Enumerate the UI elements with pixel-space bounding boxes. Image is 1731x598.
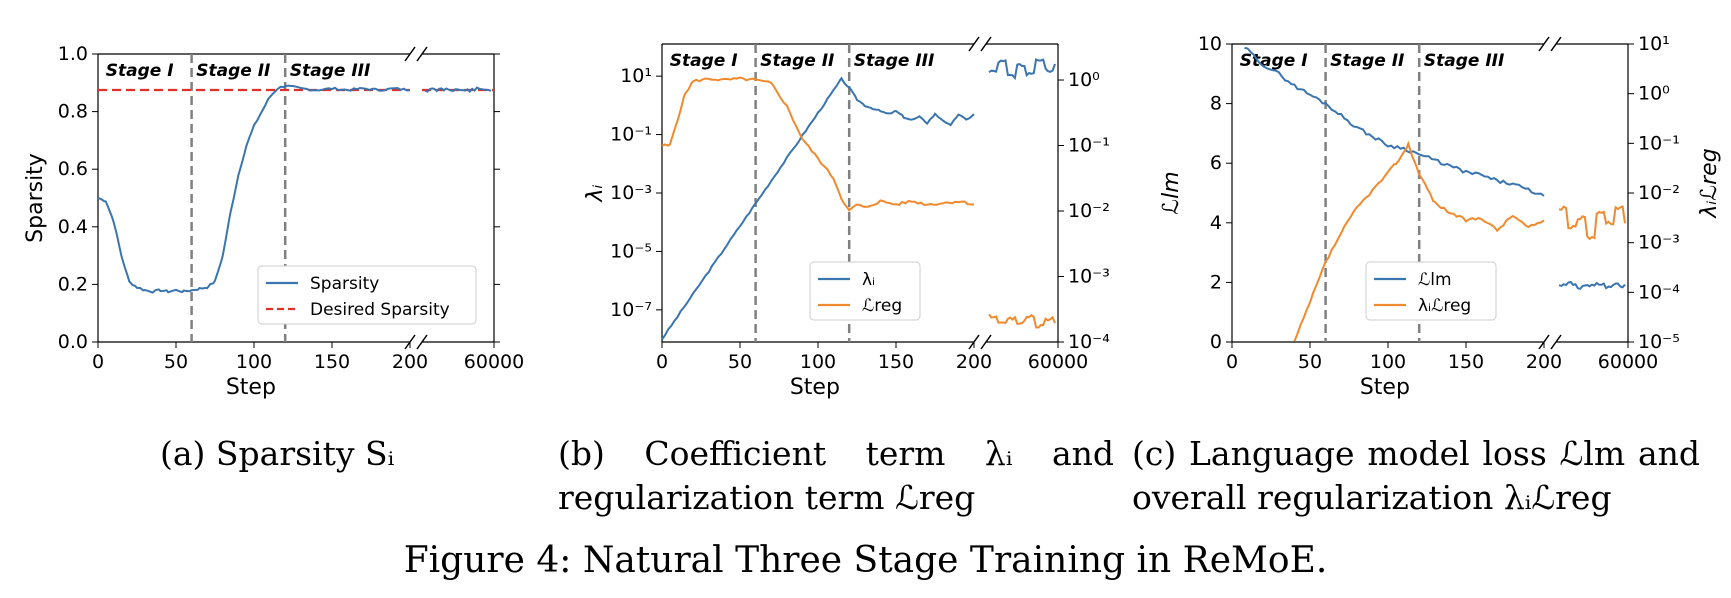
c-x-tick-label: 200 — [1526, 351, 1562, 373]
b-y-tick-label-right: 10⁻¹ — [1068, 135, 1110, 157]
b-x-tick-label: 60000 — [1028, 351, 1088, 373]
c-series-tail — [1558, 205, 1626, 241]
b-axis-break-mark — [968, 36, 980, 52]
a-legend-label: Sparsity — [310, 274, 379, 294]
c-axis-break-mark — [1550, 334, 1562, 350]
b-y-axis-label: λᵢ — [583, 184, 608, 202]
b-y-tick-label-left: 10⁻¹ — [610, 124, 652, 146]
b-y-tick-label-right: 10⁰ — [1068, 69, 1100, 91]
b-legend-label: λᵢ — [862, 270, 875, 290]
b-y-tick-label-left: 10⁻³ — [610, 182, 652, 204]
c-stage-label: Stage II — [1330, 51, 1404, 71]
b-x-tick-label: 150 — [878, 351, 914, 373]
a-x-tick-label: 50 — [164, 351, 188, 373]
c-x-tick-label: 150 — [1448, 351, 1484, 373]
a-axis-break-mark — [416, 46, 428, 62]
c-y-tick-label-right: 10⁻⁴ — [1638, 281, 1680, 303]
c-axis-break-mark — [1550, 36, 1562, 52]
c-y-tick-label-left: 4 — [1210, 212, 1222, 234]
b-stage-label: Stage I — [670, 51, 738, 71]
a-x-axis-label: Step — [226, 375, 276, 400]
b-stage-label: Stage II — [760, 51, 834, 71]
a-stage-label: Stage III — [290, 61, 370, 81]
c-legend-label: ℒlm — [1418, 270, 1452, 290]
caption-b: (b) Coefficient term λᵢ and regularizati… — [558, 434, 1114, 517]
c-series-tail — [1558, 280, 1626, 290]
a-series-sparsity — [97, 84, 411, 294]
a-series-tail — [424, 86, 492, 93]
c-y-tick-label-right: 10⁻³ — [1638, 232, 1680, 254]
a-y-axis-label: Sparsity — [23, 153, 48, 243]
a-legend — [257, 265, 477, 325]
b-y-tick-label-right: 10⁻⁴ — [1068, 331, 1110, 353]
chart-b: 0 50 100 150 200 60000 Step Stage I Stage II Stag… — [583, 36, 1110, 400]
a-x-tick-label: 200 — [392, 351, 428, 373]
c-stage-label: Stage III — [1424, 51, 1504, 71]
c-y-axis-label: ℒlm — [1159, 171, 1184, 214]
c-y-tick-label-left: 6 — [1210, 152, 1222, 174]
b-series-tail — [988, 313, 1056, 329]
c-y-tick-label-right: 10⁰ — [1638, 83, 1670, 105]
c-x-tick-label: 100 — [1370, 351, 1406, 373]
c-stage-label: Stage I — [1240, 51, 1308, 71]
c-legend-label: λᵢℒreg — [1418, 296, 1471, 316]
c-y-tick-label-right: 10⁻⁵ — [1638, 331, 1680, 353]
a-y-tick-label: 0.2 — [58, 273, 88, 295]
a-y-tick-label: 0.6 — [58, 158, 88, 180]
b-series-lreg — [661, 76, 975, 212]
b-y-tick-label-left: 10¹ — [620, 65, 652, 87]
c-y-tick-label-left: 2 — [1210, 271, 1222, 293]
caption-c: (c) Language model loss ℒlm and overall … — [1132, 434, 1700, 517]
a-y-tick-label: 0.8 — [58, 101, 88, 123]
c-x-tick-label: 0 — [1226, 351, 1238, 373]
a-x-tick-label: 60000 — [464, 351, 524, 373]
caption-a: (a) Sparsity Sᵢ — [160, 434, 395, 473]
b-y-tick-label-left: 10⁻⁷ — [610, 299, 652, 321]
a-stage-label: Stage I — [106, 61, 174, 81]
a-y-tick-label: 1.0 — [58, 43, 88, 65]
c-y-axis-label-right: λᵢℒreg — [1697, 148, 1722, 218]
a-axis-break-mark — [416, 334, 428, 350]
b-y-tick-label-left: 10⁻⁵ — [610, 240, 652, 262]
b-x-tick-label: 50 — [728, 351, 752, 373]
c-y-tick-label-right: 10⁻² — [1638, 182, 1680, 204]
b-series-lambda — [661, 76, 975, 340]
a-x-tick-label: 100 — [236, 351, 272, 373]
b-y-tick-label-right: 10⁻³ — [1068, 266, 1110, 288]
c-axis-break-mark — [1538, 36, 1550, 52]
b-y-tick-label-right: 10⁻² — [1068, 200, 1110, 222]
b-series-tail — [988, 58, 1056, 81]
b-x-tick-label: 100 — [800, 351, 836, 373]
a-axis-break-mark — [404, 46, 416, 62]
c-x-tick-label: 50 — [1298, 351, 1322, 373]
b-x-tick-label: 0 — [656, 351, 668, 373]
c-y-tick-label-left: 10 — [1198, 33, 1222, 55]
b-stage-label: Stage III — [854, 51, 934, 71]
figure-title: Figure 4: Natural Three Stage Training i… — [403, 540, 1328, 581]
c-series-lambda-lreg — [1293, 140, 1545, 342]
a-stage-label: Stage II — [196, 61, 270, 81]
a-y-tick-label: 0.4 — [58, 216, 88, 238]
c-y-tick-label-right: 10¹ — [1638, 33, 1670, 55]
c-series-llm — [1244, 46, 1545, 197]
c-y-tick-label-left: 0 — [1210, 331, 1222, 353]
a-legend-label: Desired Sparsity — [310, 300, 450, 320]
b-x-axis-label: Step — [790, 375, 840, 400]
a-x-tick-label: 150 — [314, 351, 350, 373]
a-y-tick-label: 0.0 — [58, 331, 88, 353]
b-x-tick-label: 200 — [956, 351, 992, 373]
a-x-tick-label: 0 — [92, 351, 104, 373]
b-axis-break-mark — [980, 334, 992, 350]
c-y-tick-label-left: 8 — [1210, 93, 1222, 115]
c-y-tick-label-right: 10⁻¹ — [1638, 132, 1680, 154]
b-legend-label: ℒreg — [862, 296, 902, 316]
chart-a: 0 50 100 150 200 60000 Step Stage I Stage II Stag… — [23, 43, 524, 400]
c-x-tick-label: 60000 — [1598, 351, 1658, 373]
c-x-axis-label: Step — [1360, 375, 1410, 400]
b-axis-break-mark — [980, 36, 992, 52]
